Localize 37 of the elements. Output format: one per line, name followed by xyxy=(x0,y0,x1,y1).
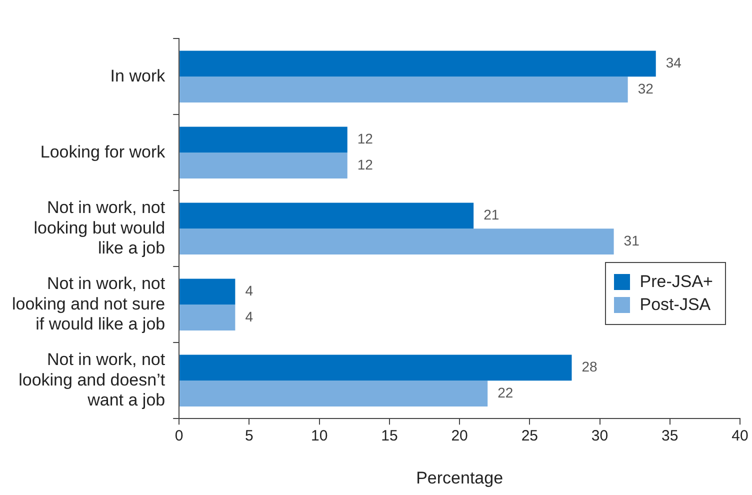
x-tick-label: 0 xyxy=(174,428,184,445)
data-label: 21 xyxy=(484,206,500,223)
y-tick-label: Not in work, not looking but would like a job xyxy=(34,198,166,258)
y-tick-label: In work xyxy=(110,66,166,86)
x-tick-label: 10 xyxy=(310,428,328,445)
bar xyxy=(180,202,474,229)
bar xyxy=(180,126,348,153)
bar xyxy=(180,380,488,406)
x-tick-label: 30 xyxy=(591,428,608,445)
x-tick-label: 25 xyxy=(521,428,538,445)
data-label: 32 xyxy=(638,80,654,96)
bar xyxy=(180,152,348,178)
data-label: 12 xyxy=(357,130,374,147)
y-tick-label: Not in work, not looking and doesn’t want a job xyxy=(18,350,166,410)
bar xyxy=(180,354,572,381)
bar xyxy=(180,304,236,330)
data-label: 4 xyxy=(245,308,254,324)
x-tick-label: 35 xyxy=(662,428,678,445)
bar xyxy=(180,76,628,102)
data-label: 12 xyxy=(357,156,374,172)
bar xyxy=(180,278,236,305)
data-label: 28 xyxy=(582,358,598,375)
bar xyxy=(180,50,656,77)
data-label: 4 xyxy=(245,282,254,299)
y-tick-label: Not in work, not looking and not sure if would like a job xyxy=(12,274,166,334)
data-label: 22 xyxy=(498,384,514,400)
bar xyxy=(180,228,614,254)
data-label: 34 xyxy=(666,54,682,71)
x-tick-label: 5 xyxy=(245,428,254,445)
data-label: 31 xyxy=(624,232,640,248)
x-axis-title: Percentage xyxy=(416,468,504,488)
x-tick-label: 40 xyxy=(732,428,748,445)
x-tick-label: 15 xyxy=(381,428,398,445)
y-tick-label: Looking for work xyxy=(40,142,166,162)
x-tick-label: 20 xyxy=(451,428,468,445)
legend-label: Pre-JSA+ xyxy=(640,272,713,292)
legend-label: Post-JSA xyxy=(640,295,711,315)
